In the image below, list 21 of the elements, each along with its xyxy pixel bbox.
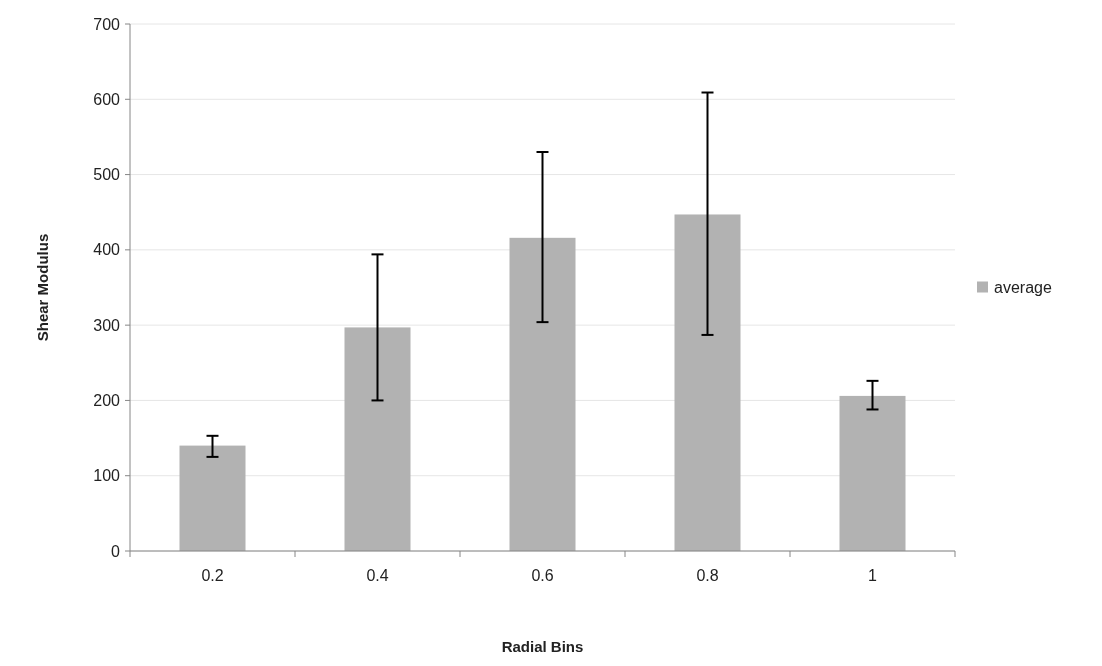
x-tick-label: 0.6: [531, 567, 554, 584]
bar: [179, 445, 246, 551]
x-tick-label: 0.4: [366, 567, 389, 584]
bar: [509, 237, 576, 551]
y-tick-label: 700: [93, 15, 121, 33]
x-tick-label: 0.8: [696, 567, 719, 584]
bar: [674, 214, 741, 551]
y-tick-label: 400: [93, 241, 121, 259]
bar: [839, 395, 906, 551]
x-tick-label: 1: [868, 567, 878, 584]
legend-label: average: [994, 279, 1052, 297]
y-tick-label: 100: [93, 467, 121, 485]
y-tick-label: 300: [93, 316, 121, 334]
x-axis-title: Radial Bins: [501, 638, 584, 655]
y-tick-label: 600: [93, 90, 121, 108]
y-tick-label: 200: [93, 392, 121, 410]
bar: [344, 327, 411, 551]
y-tick-label: 500: [93, 166, 121, 184]
x-tick-label: 0.2: [201, 567, 224, 584]
y-tick-label: 0: [111, 542, 121, 560]
y-axis-title: Shear Modulus: [34, 233, 51, 342]
